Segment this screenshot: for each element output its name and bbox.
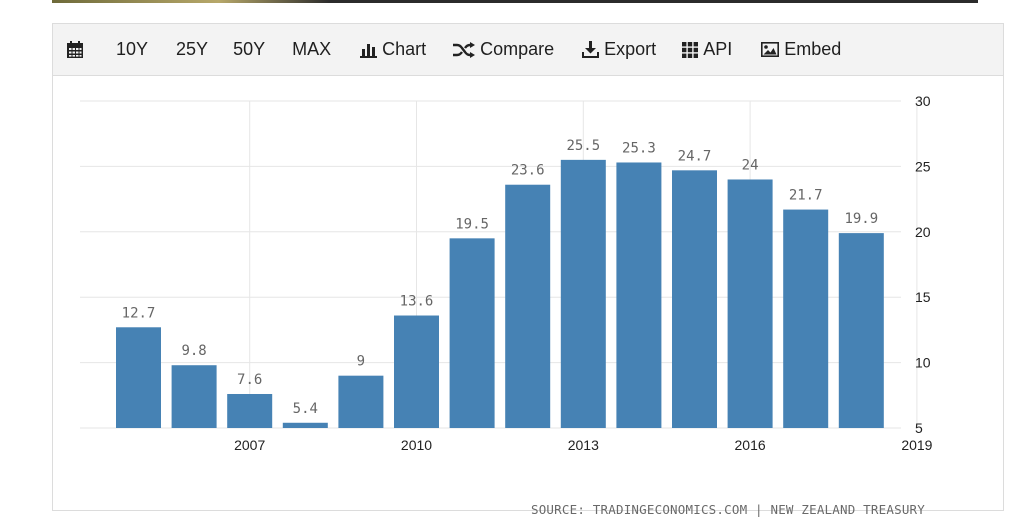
bar-chart-icon xyxy=(360,42,378,58)
range-25y-button[interactable]: 25Y xyxy=(176,39,209,59)
y-tick-label: 15 xyxy=(915,289,931,305)
export-button[interactable]: Export xyxy=(582,24,656,76)
x-tick-label: 2013 xyxy=(568,437,599,453)
bar-series xyxy=(116,159,884,429)
image-icon xyxy=(761,42,780,57)
bar-value-label: 21.7 xyxy=(789,188,823,204)
bar-chart: 12.7 9.8 7.6 5.4 9 13.6 19.5 23.6 25.5 25.3 24.7 24… xyxy=(80,93,933,453)
y-tick-label: 30 xyxy=(915,93,931,109)
bar xyxy=(394,315,439,428)
x-tick-label: 2007 xyxy=(234,437,265,453)
grid-icon xyxy=(682,41,699,58)
bar xyxy=(505,184,551,428)
bar xyxy=(171,365,217,428)
range-50y-button[interactable]: 50Y xyxy=(233,39,266,59)
y-tick-label: 25 xyxy=(915,158,931,174)
y-tick-label: 20 xyxy=(915,224,931,240)
header-image-strip xyxy=(52,0,978,3)
chart-button-label: Chart xyxy=(382,39,427,59)
chart-panel: 10Y 25Y 50Y MAX Chart xyxy=(52,23,1004,517)
bar-value-label: 24.7 xyxy=(678,148,712,164)
api-button[interactable]: API xyxy=(682,24,732,76)
bar xyxy=(449,238,495,428)
bar-value-label: 13.6 xyxy=(400,294,434,310)
bar-value-label: 25.3 xyxy=(622,140,656,156)
embed-button-label: Embed xyxy=(784,39,842,59)
bar-value-label: 19.9 xyxy=(844,211,878,227)
shuffle-icon xyxy=(453,41,476,58)
bar-value-label: 24 xyxy=(742,157,759,173)
bar-value-label: 9.8 xyxy=(181,343,206,359)
range-max-button[interactable]: MAX xyxy=(292,39,332,59)
x-tick-label: 2016 xyxy=(735,437,766,453)
bar xyxy=(838,233,884,428)
y-axis: 5 10 15 20 25 30 xyxy=(915,93,931,436)
bar-value-label: 23.6 xyxy=(511,163,545,179)
y-tick-label: 10 xyxy=(915,355,931,371)
calendar-button[interactable] xyxy=(67,24,88,76)
range-10y-button[interactable]: 10Y xyxy=(116,39,149,59)
bar xyxy=(616,162,662,428)
bar-value-label: 5.4 xyxy=(293,401,318,417)
bar xyxy=(727,179,773,428)
y-tick-label: 5 xyxy=(915,420,923,436)
bar-value-label: 12.7 xyxy=(122,305,156,321)
bar-value-label: 7.6 xyxy=(237,372,262,388)
chart-toolbar: 10Y 25Y 50Y MAX Chart xyxy=(53,24,1003,76)
bar xyxy=(338,375,384,428)
x-axis: 2007 2010 2013 2016 2019 xyxy=(234,437,933,453)
compare-button[interactable]: Compare xyxy=(453,24,554,76)
bar-value-label: 19.5 xyxy=(455,216,489,232)
api-button-label: API xyxy=(703,39,733,59)
download-icon xyxy=(582,41,600,58)
bar-value-label: 9 xyxy=(357,354,365,370)
compare-button-label: Compare xyxy=(480,39,555,59)
x-tick-label: 2010 xyxy=(401,437,432,453)
bar xyxy=(227,393,273,428)
bar-value-label: 25.5 xyxy=(566,138,600,154)
calendar-icon xyxy=(67,41,83,58)
source-attribution: SOURCE: TRADINGECONOMICS.COM | NEW ZEALA… xyxy=(530,502,925,517)
bar xyxy=(116,327,161,428)
export-button-label: Export xyxy=(604,39,657,59)
embed-button[interactable]: Embed xyxy=(761,24,841,76)
x-tick-label: 2019 xyxy=(901,437,932,453)
bar xyxy=(672,170,717,428)
bar xyxy=(783,209,829,428)
data-labels: 12.7 9.8 7.6 5.4 9 13.6 19.5 23.6 25.5 25.3 24.7 24… xyxy=(122,138,879,417)
chart-type-button[interactable]: Chart xyxy=(360,24,426,76)
bar xyxy=(560,159,606,429)
bar xyxy=(282,422,328,428)
